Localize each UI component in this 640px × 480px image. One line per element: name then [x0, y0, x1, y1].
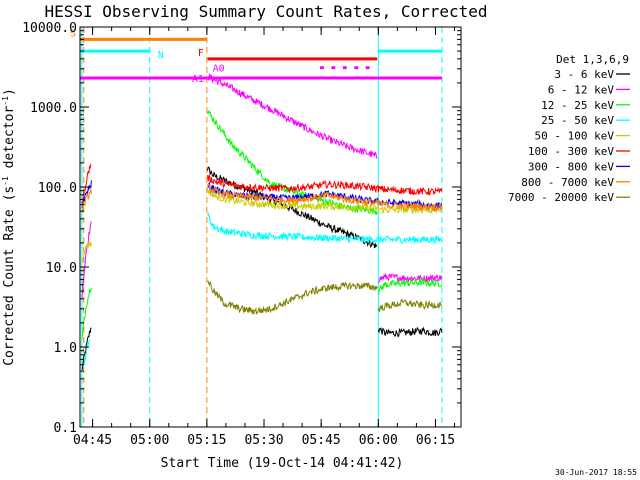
- legend-label-0: 3 - 6 keV: [554, 68, 614, 81]
- y-tick-label-3: 100.0: [38, 181, 77, 196]
- legend-label-4: 50 - 100 keV: [535, 130, 615, 143]
- y-tick-label-5: 10000.0: [22, 21, 77, 36]
- y-axis-label: Corrected Count Rate (s-1 detector-1): [1, 88, 17, 366]
- series-line-7-seg-0: [81, 188, 92, 213]
- x-tick-label-4: 05:45: [302, 433, 341, 448]
- flag-label-a1: A1: [192, 74, 204, 85]
- chart-title: HESSI Observing Summary Count Rates, Cor…: [44, 2, 487, 21]
- series-line-2-seg-2: [377, 277, 443, 295]
- series-line-8-seg-0: [207, 280, 378, 316]
- series-line-7-seg-1: [207, 182, 443, 212]
- series-line-6-seg-0: [81, 180, 92, 209]
- flag-label-s: S: [70, 28, 76, 39]
- plot-frame: [79, 26, 462, 428]
- legend-label-5: 100 - 300 keV: [528, 145, 614, 158]
- x-tick-label-6: 06:15: [416, 433, 455, 448]
- legend-label-7: 800 - 7000 keV: [521, 176, 614, 189]
- x-tick-label-1: 05:00: [130, 433, 169, 448]
- legend-label-6: 300 - 800 keV: [528, 160, 614, 173]
- series-line-1-seg-1: [207, 72, 378, 159]
- y-tick-label-2: 10.0: [46, 261, 77, 276]
- series-line-8-seg-1: [377, 299, 443, 312]
- series-line-2-seg-0: [81, 287, 92, 340]
- legend-title: Det 1,3,6,9: [556, 53, 629, 66]
- flag-label-a0: A0: [213, 64, 225, 75]
- x-axis-label: Start Time (19-Oct-14 04:41:42): [161, 456, 404, 471]
- series-line-4-seg-0: [81, 241, 92, 263]
- flag-label-f: F: [198, 48, 204, 59]
- y-tick-label-4: 1000.0: [30, 101, 77, 116]
- series-line-3-seg-1: [207, 212, 443, 245]
- y-tick-label-0: 0.1: [54, 421, 77, 436]
- series-line-1-seg-2: [378, 273, 443, 284]
- y-tick-label-1: 1.0: [54, 341, 77, 356]
- series-line-3-seg-0: [83, 339, 90, 366]
- legend-label-1: 6 - 12 keV: [548, 83, 615, 96]
- legend-label-8: 7000 - 20000 keV: [508, 191, 614, 204]
- legend-label-2: 12 - 25 keV: [541, 99, 614, 112]
- x-tick-label-5: 06:00: [359, 433, 398, 448]
- legend-label-3: 25 - 50 keV: [541, 114, 614, 127]
- x-tick-label-3: 05:30: [244, 433, 283, 448]
- series-line-0-seg-2: [377, 326, 443, 338]
- flag-label-n: N: [158, 50, 164, 61]
- x-tick-label-0: 04:45: [73, 433, 112, 448]
- series-line-5-seg-1: [207, 173, 443, 197]
- footer-timestamp: 30-Jun-2017 18:55: [555, 468, 637, 477]
- x-tick-label-2: 05:15: [187, 433, 226, 448]
